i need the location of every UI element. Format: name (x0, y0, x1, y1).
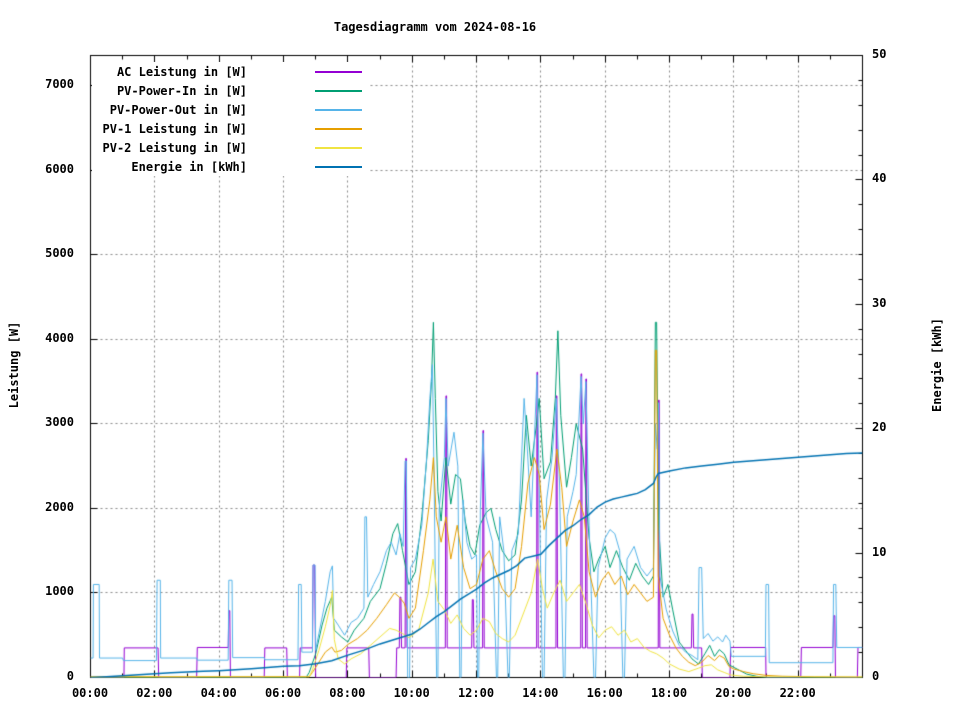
left-tick-label: 5000 (45, 246, 74, 261)
legend-label: AC Leistung in [W] (116, 64, 247, 79)
x-tick-label: 04:00 (200, 686, 237, 700)
right-tick-label: 20 (872, 420, 887, 435)
x-tick-label: 12:00 (457, 686, 495, 700)
right-tick-label: 30 (872, 295, 887, 310)
x-tick-label: 00:00 (71, 686, 109, 700)
legend-line-swatch (315, 146, 362, 149)
x-tick-label: 10:00 (393, 686, 430, 700)
legend-entry-1: PV-Power-In in [W] (92, 81, 370, 100)
left-tick-label: 2000 (45, 499, 74, 514)
legend-entry-0: AC Leistung in [W] (92, 62, 370, 81)
legend-line-swatch (315, 89, 362, 92)
left-axis-label: Leistung [W] (7, 321, 21, 409)
left-tick-label: 0 (66, 669, 74, 683)
x-tick-label: 18:00 (650, 686, 688, 700)
left-tick-label: 4000 (45, 330, 74, 345)
legend-label: Energie in [kWh] (131, 159, 247, 174)
x-tick-label: 08:00 (329, 686, 366, 700)
right-tick-label: 50 (872, 47, 887, 61)
legend-line-swatch (315, 127, 362, 130)
right-axis-label: Energie [kWh] (930, 318, 944, 412)
x-tick-label: 06:00 (264, 686, 302, 700)
x-tick-label: 22:00 (779, 686, 816, 700)
legend-label: PV-1 Leistung in [W] (102, 121, 248, 136)
left-tick-label: 7000 (45, 77, 74, 92)
legend-label: PV-Power-Out in [W] (109, 102, 247, 117)
chart-legend: AC Leistung in [W] PV-Power-In in [W] PV-P… (92, 62, 370, 176)
legend-label: PV-2 Leistung in [W] (102, 140, 248, 155)
left-tick-label: 1000 (45, 584, 74, 599)
legend-entry-5: Energie in [kWh] (92, 157, 370, 176)
right-tick-label: 40 (872, 171, 887, 186)
x-tick-label: 14:00 (522, 686, 559, 700)
right-tick-label: 10 (872, 544, 887, 559)
left-tick-label: 3000 (45, 415, 74, 430)
legend-entry-2: PV-Power-Out in [W] (92, 100, 370, 119)
legend-entry-3: PV-1 Leistung in [W] (92, 119, 370, 138)
legend-line-swatch (315, 108, 362, 111)
x-tick-label: 16:00 (586, 686, 623, 700)
left-tick-label: 6000 (45, 161, 74, 176)
legend-line-swatch (315, 165, 362, 168)
chart-title: Tagesdiagramm vom 2024-08-16 (333, 20, 537, 34)
x-tick-label: 02:00 (136, 686, 173, 700)
legend-entry-4: PV-2 Leistung in [W] (92, 138, 370, 157)
legend-label: PV-Power-In in [W] (116, 83, 247, 98)
right-tick-label: 0 (872, 669, 880, 683)
x-tick-label: 20:00 (715, 686, 752, 700)
legend-line-swatch (315, 70, 362, 73)
